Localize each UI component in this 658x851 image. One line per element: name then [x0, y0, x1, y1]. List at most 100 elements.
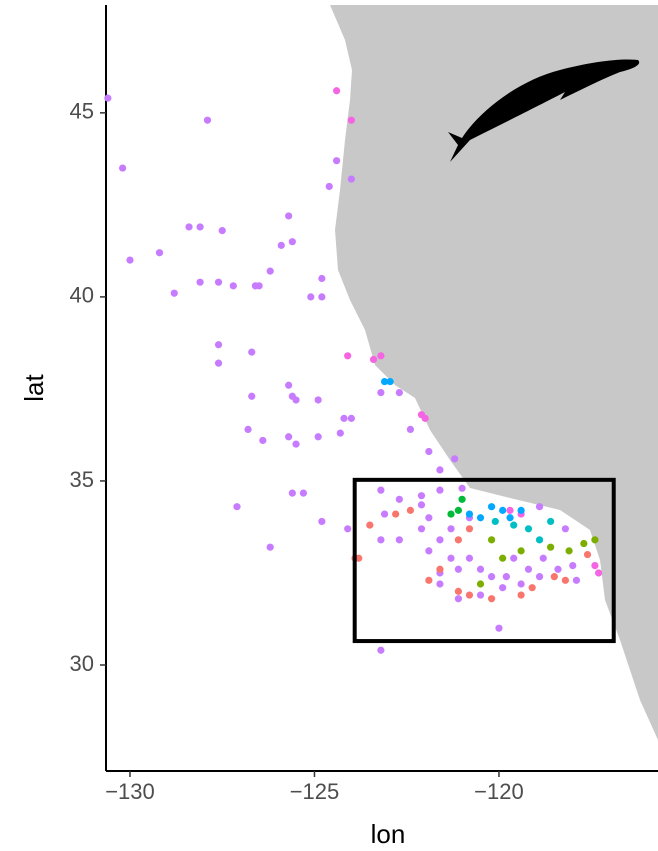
- point: [203, 116, 212, 124]
- point: [454, 536, 462, 544]
- x-axis-title: lon: [371, 819, 406, 849]
- point: [487, 503, 496, 511]
- point: [406, 425, 415, 434]
- point: [491, 517, 499, 526]
- point: [266, 543, 274, 551]
- point: [524, 525, 533, 533]
- x-tick-label: −125: [290, 779, 340, 804]
- point: [502, 573, 510, 581]
- point: [580, 539, 588, 548]
- point: [506, 506, 514, 514]
- point: [447, 510, 455, 518]
- point: [377, 352, 385, 360]
- point: [561, 525, 569, 533]
- point: [377, 486, 385, 494]
- point: [248, 392, 256, 400]
- point: [583, 550, 592, 559]
- whale-icon: [448, 59, 640, 162]
- point: [417, 501, 426, 509]
- point: [185, 223, 193, 231]
- point: [377, 646, 385, 654]
- point: [196, 223, 204, 231]
- point: [170, 289, 178, 297]
- land: [330, 5, 658, 740]
- point: [547, 543, 555, 551]
- point: [288, 238, 296, 246]
- point: [425, 576, 433, 584]
- point: [395, 389, 403, 397]
- point: [454, 565, 462, 573]
- y-tick-label: 35: [70, 467, 94, 492]
- point: [244, 425, 252, 434]
- point: [285, 381, 293, 389]
- point: [561, 576, 569, 584]
- point: [425, 447, 433, 456]
- point: [417, 492, 426, 500]
- point: [506, 514, 514, 522]
- point: [451, 455, 459, 463]
- point: [510, 554, 518, 562]
- point: [528, 584, 536, 592]
- point: [307, 293, 315, 301]
- study-box: [352, 477, 616, 644]
- point: [229, 282, 237, 290]
- point: [314, 396, 322, 404]
- point: [377, 536, 385, 544]
- point: [421, 414, 429, 422]
- y-axis-title: lat: [19, 373, 49, 401]
- point: [333, 87, 341, 95]
- point: [454, 587, 462, 595]
- point: [591, 536, 599, 544]
- point: [476, 580, 485, 588]
- point: [510, 521, 518, 529]
- point: [369, 355, 378, 364]
- point: [565, 547, 573, 555]
- point: [214, 359, 223, 367]
- point: [487, 573, 496, 581]
- point: [155, 249, 164, 257]
- point: [476, 514, 485, 522]
- point: [569, 562, 577, 570]
- point: [255, 282, 263, 290]
- point: [417, 525, 426, 533]
- point: [495, 624, 503, 632]
- point: [119, 164, 127, 172]
- point: [395, 495, 403, 503]
- point: [340, 414, 348, 422]
- point: [395, 536, 403, 544]
- point: [436, 565, 444, 573]
- point: [325, 182, 333, 191]
- point: [377, 389, 385, 397]
- y-tick-label: 45: [70, 99, 94, 124]
- point: [454, 506, 462, 514]
- point: [517, 547, 525, 555]
- point: [355, 554, 363, 562]
- point: [539, 554, 547, 562]
- point: [547, 517, 555, 526]
- point: [347, 414, 355, 422]
- point: [277, 241, 285, 249]
- point: [299, 489, 308, 497]
- point: [436, 536, 444, 544]
- point: [380, 377, 389, 386]
- point: [447, 525, 455, 533]
- point: [288, 489, 296, 497]
- point: [517, 591, 525, 599]
- point: [535, 536, 544, 544]
- point: [425, 514, 433, 522]
- point: [554, 565, 562, 573]
- point: [314, 433, 322, 441]
- y-tick-label: 40: [70, 283, 94, 308]
- map: [330, 5, 658, 740]
- point: [248, 348, 256, 356]
- point: [436, 486, 444, 494]
- point: [425, 547, 433, 555]
- point: [517, 580, 525, 588]
- point: [535, 573, 544, 581]
- point: [458, 484, 466, 492]
- point: [214, 278, 223, 286]
- point: [336, 429, 344, 437]
- point: [318, 293, 326, 301]
- point: [386, 377, 394, 386]
